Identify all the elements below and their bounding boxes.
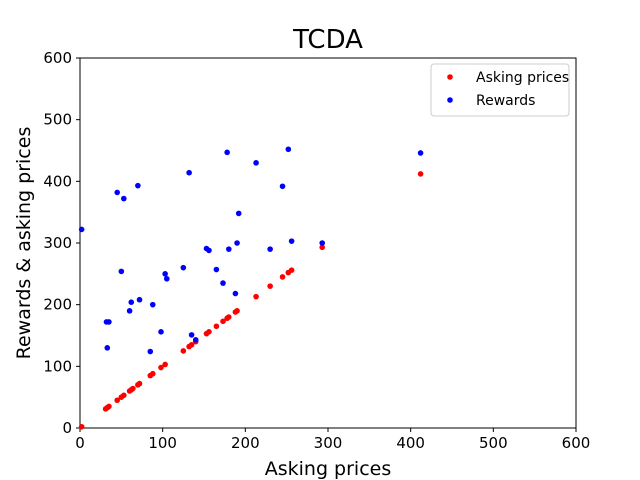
asking-price-point: [188, 341, 195, 348]
reward-point: [180, 264, 187, 271]
reward-point: [135, 182, 141, 189]
reward-point: [162, 271, 168, 277]
asking-price-point: [220, 318, 226, 325]
y-tick-label: 0: [62, 419, 72, 437]
asking-price-point: [149, 370, 156, 377]
reward-point: [319, 240, 326, 246]
y-tick-label: 300: [43, 234, 72, 252]
asking-price-point: [180, 348, 187, 354]
x-tick-label: 600: [562, 434, 591, 452]
asking-price-point: [267, 283, 273, 289]
reward-point: [158, 329, 164, 335]
asking-price-point: [234, 308, 240, 314]
asking-price-point: [417, 171, 424, 177]
reward-point: [288, 238, 295, 244]
reward-point: [213, 266, 220, 273]
reward-point: [279, 183, 286, 190]
legend-marker-rewards: [447, 97, 453, 103]
reward-point: [128, 299, 135, 306]
reward-point: [206, 247, 212, 254]
reward-point: [147, 348, 154, 355]
asking-price-point: [121, 392, 127, 399]
reward-point: [234, 240, 240, 246]
reward-point: [253, 160, 259, 166]
x-tick-label: 0: [75, 434, 85, 452]
reward-point: [126, 308, 133, 314]
reward-point: [417, 150, 424, 156]
asking-price-point: [78, 423, 85, 430]
data-points: [78, 146, 424, 430]
legend-marker-asking-prices: [447, 74, 453, 80]
reward-point: [285, 146, 292, 153]
reward-point: [121, 195, 127, 202]
y-tick-label: 400: [43, 172, 72, 190]
reward-point: [78, 226, 85, 233]
chart-title: TCDA: [292, 25, 363, 55]
reward-point: [104, 345, 111, 351]
asking-price-point: [136, 380, 143, 387]
asking-price-point: [162, 361, 168, 368]
reward-point: [267, 246, 273, 252]
y-axis: 0 100 200 300 400 500 600: [43, 49, 80, 437]
reward-point: [164, 275, 170, 282]
x-tick-label: 200: [231, 434, 260, 452]
asking-price-point: [206, 329, 212, 335]
y-axis-label: Rewards & asking prices: [13, 127, 35, 360]
asking-price-point: [158, 364, 164, 371]
x-axis: 0 100 200 300 400 500 600: [75, 428, 590, 452]
asking-price-point: [114, 397, 120, 404]
asking-price-point: [106, 403, 112, 410]
y-tick-label: 600: [43, 49, 72, 67]
reward-point: [136, 296, 143, 303]
asking-price-point: [279, 274, 286, 280]
legend-label-rewards: Rewards: [476, 93, 535, 109]
reward-point: [188, 332, 195, 338]
x-tick-label: 100: [148, 434, 177, 452]
asking-price-point: [253, 293, 259, 300]
reward-point: [114, 189, 120, 196]
asking-price-point: [213, 323, 220, 330]
reward-point: [226, 246, 232, 252]
asking-price-point: [130, 385, 136, 392]
legend-label-asking-prices: Asking prices: [476, 70, 569, 86]
asking-price-point: [319, 244, 326, 251]
y-tick-label: 200: [43, 296, 72, 314]
x-tick-label: 500: [479, 434, 508, 452]
reward-point: [224, 149, 230, 156]
y-tick-label: 500: [43, 111, 72, 129]
reward-point: [235, 210, 242, 217]
asking-price-point: [226, 314, 232, 320]
reward-point: [220, 280, 226, 286]
legend: Asking prices Rewards: [430, 63, 570, 117]
y-tick-label: 100: [43, 357, 72, 375]
x-tick-label: 300: [314, 434, 343, 452]
x-tick-label: 400: [396, 434, 425, 452]
reward-point: [118, 268, 125, 275]
reward-point: [106, 319, 112, 325]
x-axis-label: Asking prices: [265, 458, 392, 480]
reward-point: [149, 301, 156, 308]
legend-box: [430, 63, 570, 117]
reward-point: [192, 337, 199, 343]
reward-point: [232, 290, 239, 297]
asking-price-point: [288, 267, 295, 273]
reward-point: [186, 169, 192, 176]
